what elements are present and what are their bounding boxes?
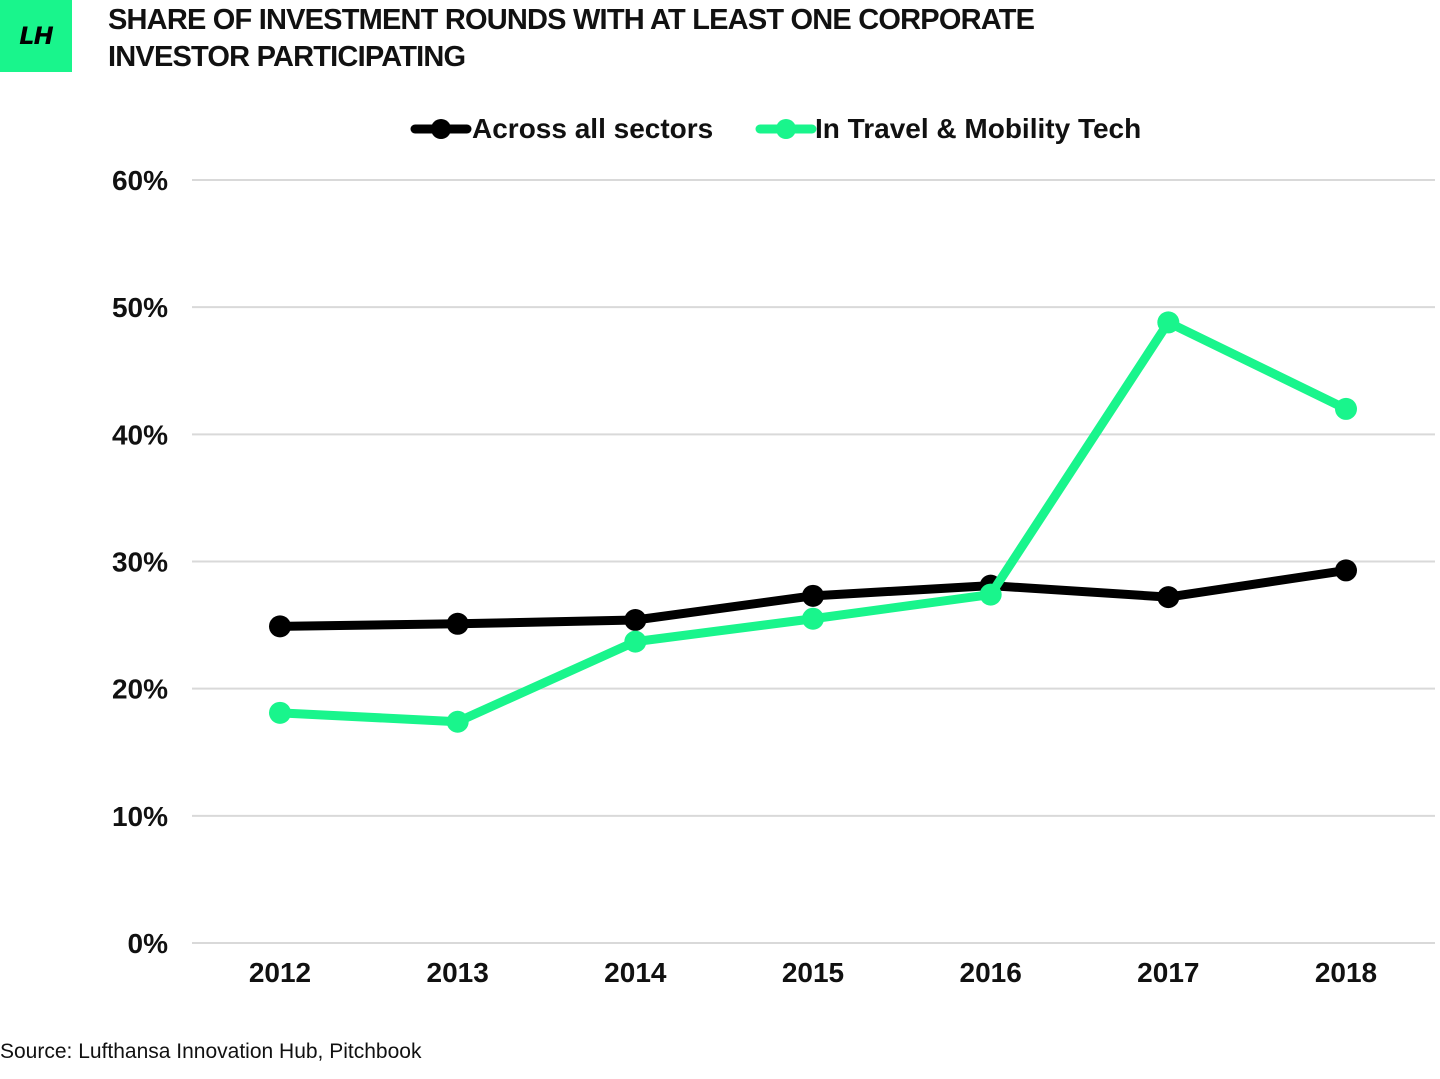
chart-series: [269, 311, 1357, 733]
data-point: [446, 710, 469, 733]
data-point: [1157, 311, 1180, 334]
data-point: [979, 583, 1002, 606]
y-axis-tick-labels: 0% 10% 20% 30% 40% 50% 60%: [112, 165, 168, 959]
data-point: [1157, 586, 1180, 609]
chart-title-line-2: INVESTOR PARTICIPATING: [108, 41, 466, 73]
chart-title-line-1: SHARE OF INVESTMENT ROUNDS WITH AT LEAST…: [108, 4, 1035, 36]
data-point: [624, 630, 647, 653]
legend-item: In Travel & Mobility Tech: [755, 113, 1141, 144]
legend-swatch-marker: [776, 119, 796, 139]
x-tick-label: 2015: [782, 957, 844, 988]
x-tick-label: 2016: [960, 957, 1022, 988]
line-chart: 0%10%20%30%40%50%60% 2012 2013 2014 2015 201…: [112, 113, 1435, 988]
legend-label: Across all sectors: [472, 113, 713, 144]
data-point: [1335, 397, 1357, 420]
data-point: [802, 584, 824, 607]
series-line: [275, 317, 1351, 727]
x-tick-label: 2012: [249, 957, 311, 988]
y-tick-label: 50%: [112, 292, 168, 323]
chart-gridlines: [192, 179, 1435, 944]
data-point: [269, 615, 291, 638]
y-tick-label: 40%: [112, 419, 168, 450]
brand-logo: LH: [0, 0, 72, 72]
data-point: [446, 612, 469, 635]
chart-title: SHARE OF INVESTMENT ROUNDS WITH AT LEAST…: [108, 2, 1208, 76]
data-point: [269, 701, 291, 724]
y-tick-label: 10%: [112, 801, 168, 832]
legend-swatch-marker: [431, 119, 451, 139]
data-point: [1335, 559, 1357, 582]
x-tick-label: 2017: [1137, 957, 1199, 988]
x-tick-label: 2018: [1315, 957, 1377, 988]
brand-logo-text: LH: [19, 22, 53, 50]
data-point: [802, 607, 824, 630]
y-tick-label: 30%: [112, 547, 168, 578]
x-tick-label: 2013: [427, 957, 489, 988]
chart-legend: Across all sectors In Travel & Mobility T…: [410, 113, 1141, 144]
y-tick-label: 0%: [128, 928, 169, 959]
legend-label: In Travel & Mobility Tech: [815, 113, 1141, 144]
x-tick-label: 2014: [604, 957, 667, 988]
x-axis-tick-labels: 2012 2013 2014 2015 2016 2017 2018: [249, 957, 1377, 988]
series-travel-mobility-tech: [269, 311, 1357, 733]
source-note: Source: Lufthansa Innovation Hub, Pitchb…: [0, 1040, 422, 1063]
legend-item: Across all sectors: [410, 113, 713, 144]
series-across-all-sectors: [269, 559, 1357, 638]
data-point: [624, 608, 647, 631]
y-tick-label: 60%: [112, 165, 168, 196]
y-tick-label: 20%: [112, 674, 168, 705]
